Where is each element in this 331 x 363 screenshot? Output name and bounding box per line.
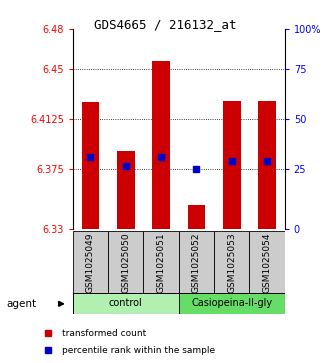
- Bar: [249, 231, 285, 294]
- Text: GSM1025051: GSM1025051: [157, 232, 166, 293]
- Text: agent: agent: [7, 299, 37, 309]
- Text: transformed count: transformed count: [62, 329, 147, 338]
- Bar: [108, 231, 143, 294]
- Bar: [143, 231, 179, 294]
- Bar: [73, 293, 179, 314]
- Text: GSM1025049: GSM1025049: [86, 232, 95, 293]
- Bar: [82, 102, 99, 229]
- Bar: [117, 151, 135, 229]
- Text: GSM1025052: GSM1025052: [192, 232, 201, 293]
- Bar: [152, 61, 170, 229]
- Text: control: control: [109, 298, 143, 309]
- Bar: [258, 101, 276, 229]
- Bar: [179, 293, 285, 314]
- Text: GSM1025053: GSM1025053: [227, 232, 236, 293]
- Text: Casiopeina-II-gly: Casiopeina-II-gly: [191, 298, 272, 309]
- Text: GSM1025050: GSM1025050: [121, 232, 130, 293]
- Text: GDS4665 / 216132_at: GDS4665 / 216132_at: [94, 18, 237, 31]
- Bar: [73, 231, 108, 294]
- Text: GSM1025054: GSM1025054: [262, 232, 271, 293]
- Bar: [188, 205, 205, 229]
- Text: percentile rank within the sample: percentile rank within the sample: [62, 346, 215, 355]
- Bar: [179, 231, 214, 294]
- Bar: [214, 231, 249, 294]
- Bar: [223, 101, 241, 229]
